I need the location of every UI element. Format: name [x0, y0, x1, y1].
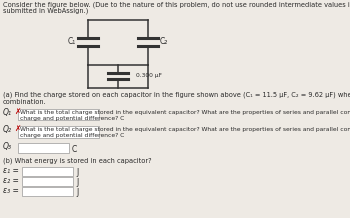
FancyBboxPatch shape: [18, 143, 69, 153]
FancyBboxPatch shape: [21, 167, 72, 175]
Text: What is the total charge stored in the equivalent capacitor? What are the proper: What is the total charge stored in the e…: [20, 110, 350, 115]
Text: Consider the figure below. (Due to the nature of this problem, do not use rounde: Consider the figure below. (Due to the n…: [3, 2, 350, 9]
Text: What is the total charge stored in the equivalent capacitor? What are the proper: What is the total charge stored in the e…: [20, 127, 350, 132]
Text: J: J: [76, 178, 78, 187]
FancyBboxPatch shape: [21, 187, 72, 196]
Text: 0.300 μF: 0.300 μF: [136, 73, 162, 78]
Text: Q₁: Q₁: [3, 108, 12, 117]
Text: C: C: [72, 145, 77, 154]
Text: ✗: ✗: [14, 107, 20, 116]
Text: submitted in WebAssign.): submitted in WebAssign.): [3, 8, 88, 15]
Text: C₁: C₁: [68, 37, 76, 46]
Text: charge and potential difference? C: charge and potential difference? C: [20, 133, 124, 138]
Text: Q₃: Q₃: [3, 142, 12, 151]
Text: ✗: ✗: [14, 124, 20, 133]
FancyBboxPatch shape: [18, 126, 98, 138]
Text: ε₃ =: ε₃ =: [3, 186, 19, 195]
FancyBboxPatch shape: [18, 109, 98, 121]
Text: ε₁ =: ε₁ =: [3, 166, 19, 175]
FancyBboxPatch shape: [21, 177, 72, 186]
Text: J: J: [76, 168, 78, 177]
Text: J: J: [76, 188, 78, 197]
Text: charge and potential difference? C: charge and potential difference? C: [20, 116, 124, 121]
Text: (a) Find the charge stored on each capacitor in the figure shown above (C₁ = 11.: (a) Find the charge stored on each capac…: [3, 92, 350, 99]
Text: ε₂ =: ε₂ =: [3, 176, 19, 185]
Text: C₂: C₂: [160, 37, 168, 46]
Text: combination.: combination.: [3, 99, 47, 104]
Text: (b) What energy is stored in each capacitor?: (b) What energy is stored in each capaci…: [3, 157, 152, 164]
Text: Q₂: Q₂: [3, 125, 12, 134]
